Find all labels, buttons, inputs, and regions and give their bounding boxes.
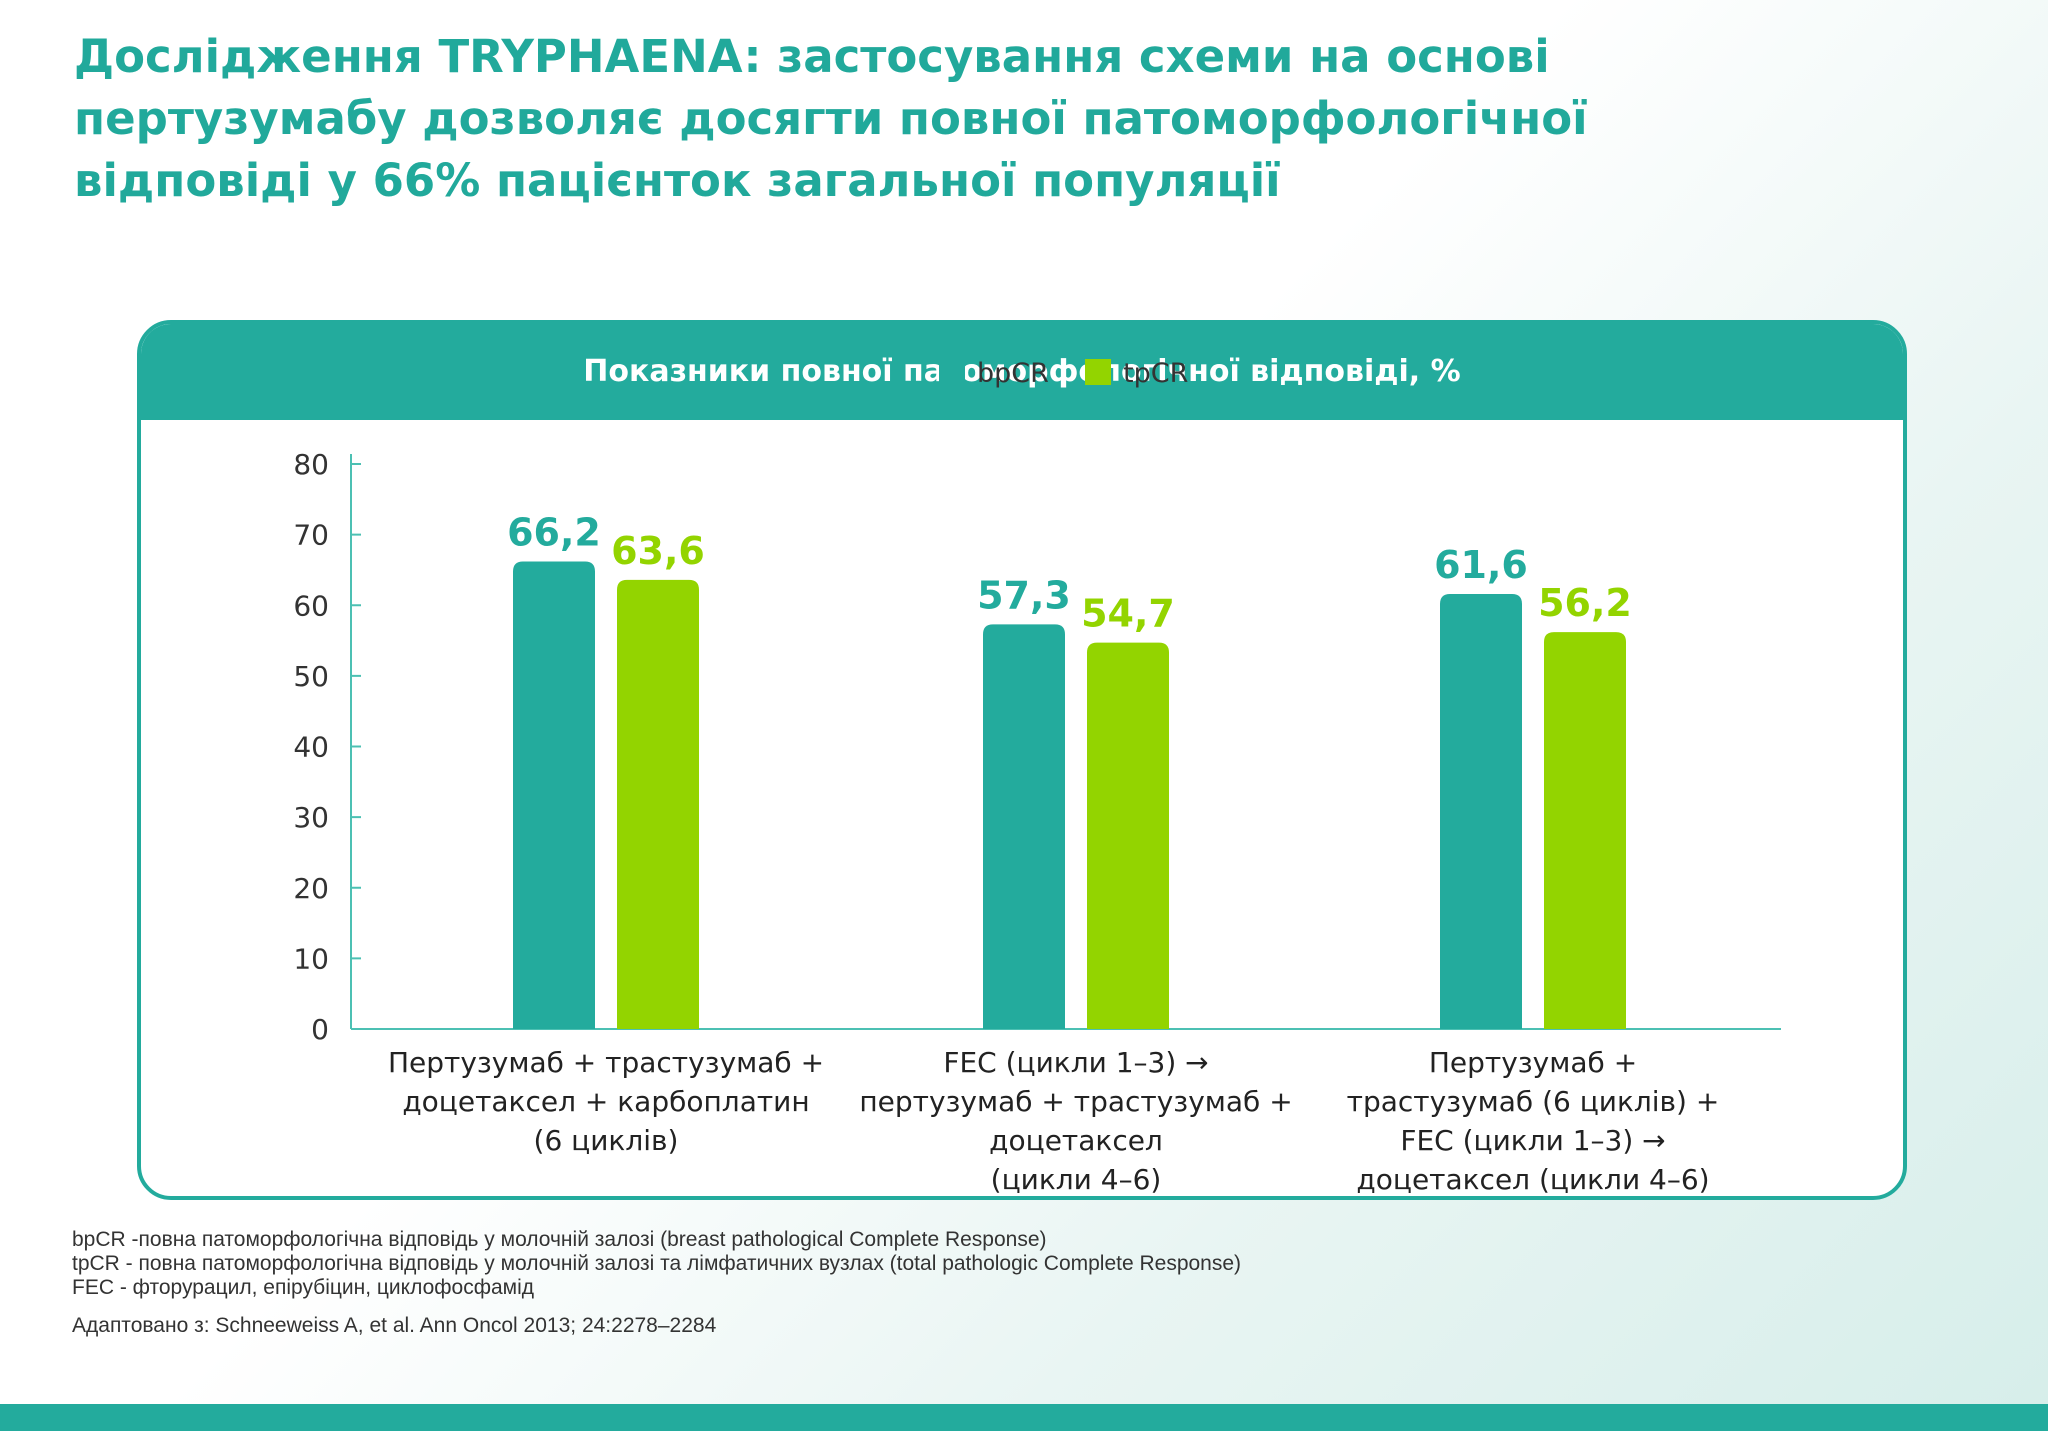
data-label-bpcr-1: 66,2: [507, 510, 601, 554]
y-tick-label: 60: [293, 589, 329, 622]
title-line-2: пертузумабу дозволяє досягти повної пато…: [74, 92, 1588, 145]
title-line-1: Дослідження TRYPHAENA: застосування схем…: [74, 30, 1550, 83]
y-tick-label: 10: [293, 942, 329, 975]
data-label-tpcr-2: 54,7: [1081, 592, 1175, 636]
chart-title: Показники повної патоморфологічної відпо…: [141, 324, 1903, 420]
title-line-3: відповіді у 66% пацієнток загальної попу…: [74, 154, 1281, 207]
category-label-2-line-3: доцетаксел: [989, 1124, 1163, 1157]
category-label-3-line-2: трастузумаб (6 циклів) +: [1347, 1085, 1720, 1118]
bar-bpcr-2: [983, 624, 1065, 1029]
data-label-bpcr-2: 57,3: [977, 573, 1071, 617]
footnotes: bpCR -повна патоморфологічна відповідь у…: [72, 1228, 1772, 1338]
category-label-1-line-1: Пертузумаб + трастузумаб +: [388, 1046, 824, 1079]
bar-bpcr-3: [1440, 593, 1522, 1029]
source-citation: Адаптовано з: Schneeweiss A, et al. Ann …: [72, 1314, 717, 1337]
data-label-tpcr-1: 63,6: [611, 529, 705, 573]
category-label-3-line-3: FEC (цикли 1–3) →: [1400, 1124, 1665, 1157]
category-label-2-line-1: FEC (цикли 1–3) →: [943, 1046, 1208, 1079]
y-tick-label: 50: [293, 660, 329, 693]
page-title: Дослідження TRYPHAENA: застосування схем…: [74, 26, 1774, 212]
footnote-tpcr: tpCR - повна патоморфологічна відповідь …: [72, 1252, 1242, 1275]
y-tick-label: 40: [293, 731, 329, 764]
category-label-2-line-2: пертузумаб + трастузумаб +: [859, 1085, 1292, 1118]
bar-tpcr-2: [1087, 642, 1169, 1029]
bar-chart: 0 10 20 30 40 50 60 70 80 bpCR tpCR 66,2 63,6 Пертузу…: [293, 358, 1781, 1196]
category-label-2-line-4: (цикли 4–6): [991, 1163, 1162, 1196]
bottom-band: [0, 1404, 2048, 1431]
category-label-3-line-4: доцетаксел (цикли 4–6): [1356, 1163, 1709, 1196]
footnote-bpcr: bpCR -повна патоморфологічна відповідь у…: [72, 1228, 1047, 1251]
footnote-fec: FEC - фторурацил, епірубіцин, циклофосфа…: [72, 1276, 535, 1299]
legend-swatch-bpcr: [939, 359, 965, 385]
category-label-3-line-1: Пертузумаб +: [1429, 1046, 1637, 1079]
data-label-bpcr-3: 61,6: [1434, 543, 1528, 587]
y-tick-label: 20: [293, 872, 329, 905]
legend-label-tpcr: tpCR: [1123, 358, 1188, 389]
bar-tpcr-1: [617, 579, 699, 1029]
bar-bpcr-1: [513, 561, 595, 1029]
category-label-1-line-3: (6 циклів): [534, 1124, 679, 1157]
y-tick-label: 30: [293, 801, 329, 834]
legend-label-bpcr: bpCR: [977, 358, 1049, 389]
chart-panel: Показники повної патоморфологічної відпо…: [137, 320, 1907, 1200]
data-label-tpcr-3: 56,2: [1538, 581, 1632, 625]
y-tick-label: 0: [311, 1013, 329, 1046]
category-label-1-line-2: доцетаксел + карбоплатин: [402, 1085, 809, 1118]
bar-tpcr-3: [1544, 632, 1626, 1029]
y-tick-label: 70: [293, 519, 329, 552]
y-tick-label: 80: [293, 448, 329, 481]
legend-swatch-tpcr: [1085, 359, 1111, 385]
